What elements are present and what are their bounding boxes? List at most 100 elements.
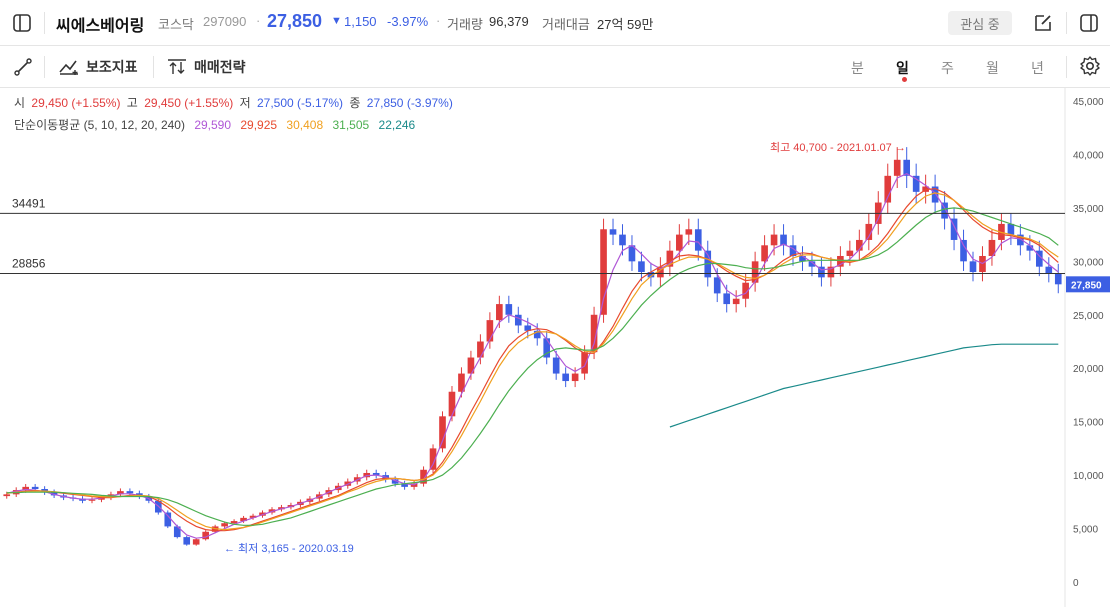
edit-icon[interactable] xyxy=(1031,11,1055,35)
candle-body xyxy=(893,159,901,176)
candle-body xyxy=(552,357,560,374)
candle-body xyxy=(1007,223,1015,235)
period-day[interactable]: 일 xyxy=(896,60,909,76)
candle-body xyxy=(628,245,636,262)
separator: · xyxy=(436,13,441,28)
stock-name: 씨에스베어링 xyxy=(56,18,145,35)
ma-line-5 xyxy=(6,173,1059,539)
candle-body xyxy=(230,521,238,524)
amount-value: 27억 59만 xyxy=(597,17,654,32)
candle-body xyxy=(439,416,446,449)
divider xyxy=(1066,56,1067,78)
draw-line-icon[interactable] xyxy=(12,56,34,78)
market-label: 코스닥 xyxy=(158,17,194,32)
candle-body xyxy=(856,239,863,251)
candle-body xyxy=(694,229,702,251)
indicator-button[interactable]: 보조지표 xyxy=(58,56,138,78)
price-chart[interactable]: 45,000 40,000 35,000 30,000 25,000 20,000 15,0… xyxy=(0,88,1110,607)
candle-body xyxy=(3,494,11,497)
high-value: 29,450 (+1.55%) xyxy=(144,96,234,110)
period-month[interactable]: 월 xyxy=(986,60,999,76)
ma-line-12 xyxy=(6,192,1059,531)
candle-body xyxy=(533,330,541,339)
divider xyxy=(44,12,45,34)
divider xyxy=(153,56,154,78)
candle-body xyxy=(960,239,967,262)
high-label: 고 xyxy=(126,96,138,110)
last-price-tag xyxy=(1066,276,1110,293)
candle-body xyxy=(524,325,532,331)
candle-body xyxy=(884,175,892,203)
candle-body xyxy=(31,486,39,490)
candle-body xyxy=(657,266,664,278)
y-tick-label: 35,000 xyxy=(1073,204,1104,215)
candle-body xyxy=(619,234,626,246)
candle-body xyxy=(827,266,835,278)
watchlist-button[interactable]: 관심 중 xyxy=(948,11,1012,35)
stock-header: 씨에스베어링 코스닥 297090 · 27,850 ▼ 1,150 -3.97… xyxy=(0,0,1110,46)
candle-body xyxy=(638,261,645,273)
candle-body xyxy=(164,512,172,527)
candle-body xyxy=(846,250,854,256)
ma20-value: 31,505 xyxy=(332,118,370,132)
chart-toolbar: 보조지표 매매전략 분 일 주 월 년 xyxy=(0,46,1110,88)
horizontal-line-label: 28856 xyxy=(12,257,46,271)
active-period-indicator xyxy=(902,77,907,82)
candle-body xyxy=(458,373,465,392)
candle-body xyxy=(609,229,617,235)
strategy-button[interactable]: 매매전략 xyxy=(166,56,246,78)
indicator-label: 보조지표 xyxy=(86,59,138,75)
price-change: 1,150 xyxy=(344,14,377,29)
close-value: 27,850 (-3.97%) xyxy=(366,96,453,110)
strategy-icon xyxy=(168,59,186,74)
candle-body xyxy=(742,282,749,299)
candle-body xyxy=(647,272,655,278)
divider xyxy=(1066,12,1067,34)
volume-value: 96,379 xyxy=(489,14,529,29)
stock-code: 297090 xyxy=(203,14,247,29)
candle-body xyxy=(505,304,513,315)
sidebar-toggle-icon[interactable] xyxy=(10,11,34,35)
candle-body xyxy=(969,261,977,273)
ma-label: 단순이동평균 (5, 10, 12, 20, 240) xyxy=(14,118,185,132)
candle-body xyxy=(761,245,768,262)
candle-body xyxy=(912,175,920,192)
period-minute[interactable]: 분 xyxy=(851,60,864,76)
low-label: 저 xyxy=(239,96,251,110)
settings-gear-icon[interactable] xyxy=(1078,54,1102,78)
last-price-text: 27,850 xyxy=(1071,280,1102,291)
candle-body xyxy=(173,526,181,538)
candle-body xyxy=(391,479,399,484)
ma-line-20 xyxy=(6,207,1059,526)
high-marker-label: 최고 40,700 - 2021.01.07 → xyxy=(770,141,906,154)
candle-body xyxy=(486,320,494,342)
candle-body xyxy=(202,531,209,540)
candle-body xyxy=(117,491,124,495)
period-year[interactable]: 년 xyxy=(1031,60,1044,76)
candle-body xyxy=(420,469,427,484)
candle-body xyxy=(780,234,787,246)
y-tick-label: 15,000 xyxy=(1073,418,1104,429)
candle-body xyxy=(865,223,873,240)
candle-body xyxy=(789,245,797,256)
moving-average-legend: 단순이동평균 (5, 10, 12, 20, 240) 29,590 29,92… xyxy=(14,116,421,133)
candle-body xyxy=(221,523,228,527)
candle-body xyxy=(372,472,380,476)
open-value: 29,450 (+1.55%) xyxy=(31,96,121,110)
candle-body xyxy=(562,373,569,382)
ma5-value: 29,590 xyxy=(194,118,232,132)
candle-body xyxy=(941,202,948,219)
close-label: 종 xyxy=(349,96,361,110)
candle-body xyxy=(931,186,939,203)
candle-body xyxy=(988,239,996,256)
candle-body xyxy=(799,255,806,262)
panel-toggle-icon[interactable] xyxy=(1077,11,1101,35)
candle-body xyxy=(666,250,674,267)
current-price: 27,850 xyxy=(267,11,323,31)
y-tick-label: 40,000 xyxy=(1073,150,1104,161)
candle-body xyxy=(514,314,522,326)
candle-body xyxy=(1026,245,1034,251)
separator: · xyxy=(256,13,261,28)
period-week[interactable]: 주 xyxy=(941,60,954,76)
candle-body xyxy=(676,234,683,251)
